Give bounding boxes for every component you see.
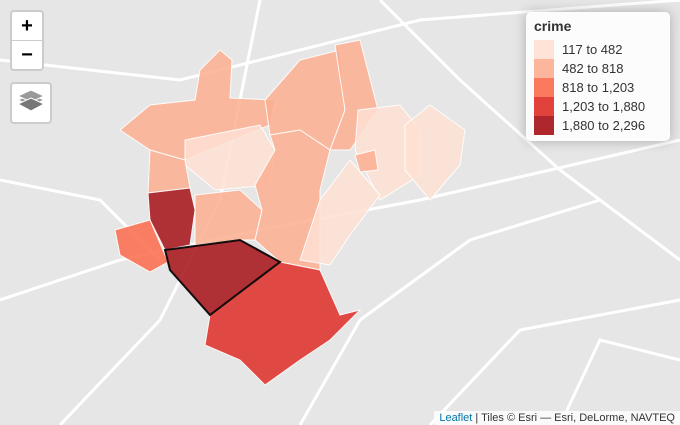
layers-icon [16, 89, 46, 112]
legend-item: 482 to 818 [534, 59, 662, 78]
legend-item: 1,203 to 1,880 [534, 97, 662, 116]
legend-swatch [534, 40, 554, 59]
legend-item: 117 to 482 [534, 40, 662, 59]
attribution: Leaflet | Tiles © Esri — Esri, DeLorme, N… [434, 411, 680, 425]
district[interactable] [114, 219, 169, 273]
legend-label: 1,880 to 2,296 [562, 118, 646, 133]
legend-label: 818 to 1,203 [562, 80, 635, 95]
zoom-control: + − [10, 10, 44, 71]
districts [114, 39, 466, 386]
legend-title: crime [534, 18, 572, 34]
legend-swatch [534, 116, 554, 135]
district[interactable] [194, 189, 263, 246]
district-highlighted[interactable] [163, 238, 282, 317]
attribution-text: | Tiles © Esri — Esri, DeLorme, NAVTEQ [475, 412, 675, 424]
legend-label: 1,203 to 1,880 [562, 99, 646, 114]
zoom-in[interactable]: + [21, 15, 33, 37]
legend-swatch [534, 97, 554, 116]
legend-item: 1,880 to 2,296 [534, 116, 662, 135]
legend-item: 818 to 1,203 [534, 78, 662, 97]
legend-label: 117 to 482 [562, 42, 623, 57]
legend: crime 117 to 482 482 to 818 818 to 1,203 1,… [526, 12, 670, 141]
zoom-out[interactable]: − [12, 40, 42, 69]
leaflet-link[interactable]: Leaflet [439, 412, 473, 424]
district[interactable] [299, 159, 381, 266]
district[interactable] [204, 261, 362, 386]
legend-swatch [534, 78, 554, 97]
legend-swatch [534, 59, 554, 78]
layers-control[interactable] [10, 82, 52, 124]
district[interactable] [404, 104, 466, 201]
district[interactable] [354, 149, 379, 173]
legend-label: 482 to 818 [562, 61, 624, 76]
